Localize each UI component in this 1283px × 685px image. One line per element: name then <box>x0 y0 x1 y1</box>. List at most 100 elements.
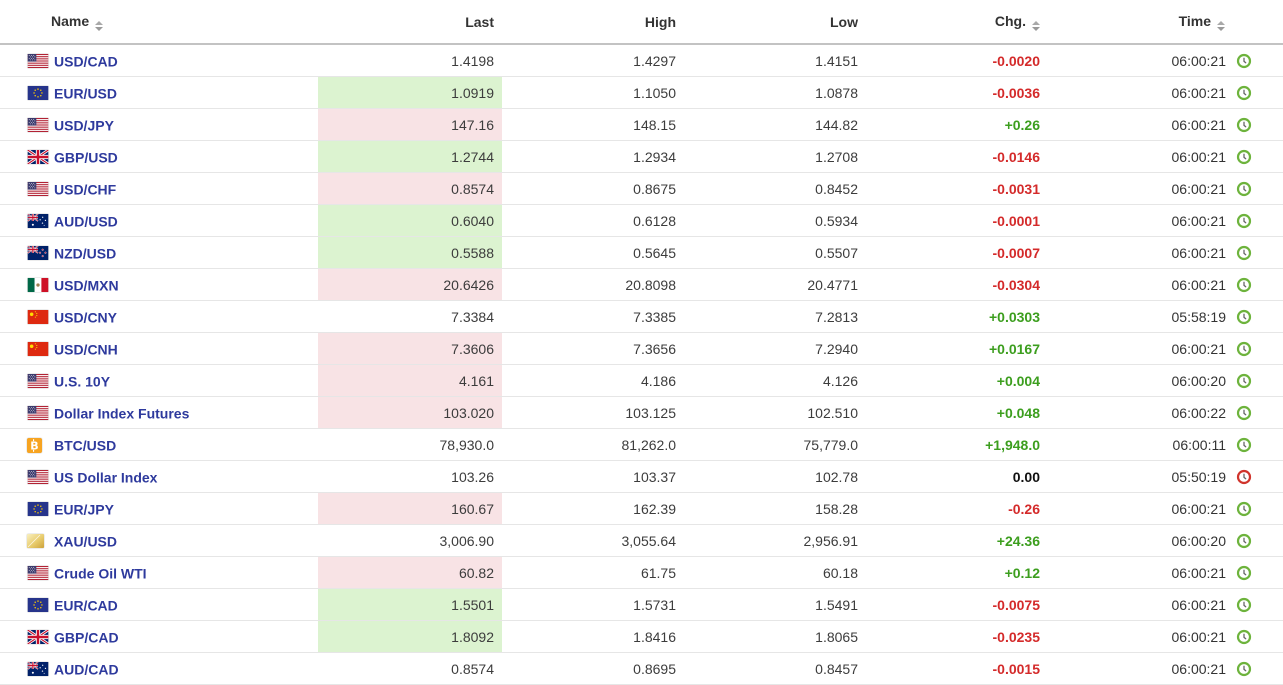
au-flag-icon <box>27 661 49 677</box>
high-price: 7.3385 <box>502 300 684 333</box>
low-price: 75,779.0 <box>684 428 866 461</box>
instrument-link[interactable]: US Dollar Index <box>54 469 158 486</box>
clock-icon <box>1236 149 1252 165</box>
time-value: 06:00:20 <box>1171 532 1227 549</box>
time-value: 06:00:21 <box>1171 628 1227 645</box>
high-price: 162.39 <box>502 492 684 525</box>
instrument-link[interactable]: EUR/JPY <box>54 501 114 518</box>
column-label: High <box>644 13 676 30</box>
sort-icon[interactable] <box>1032 20 1040 31</box>
instrument-link[interactable]: U.S. 10Y <box>54 373 111 390</box>
instrument-link[interactable]: XAU/USD <box>54 533 118 550</box>
low-price: 20.4771 <box>684 268 866 301</box>
column-header-last[interactable]: Last <box>318 0 502 45</box>
table-row: Crude Oil WTI 60.82 61.75 60.18 +0.12 06… <box>0 556 1283 589</box>
uk-flag-icon <box>26 628 50 646</box>
low-price: 1.4151 <box>684 44 866 77</box>
low-price: 1.0878 <box>684 76 866 109</box>
instrument-link[interactable]: USD/CNH <box>54 341 118 358</box>
mx-flag-icon <box>27 278 49 293</box>
eu-flag-icon <box>27 502 49 517</box>
instrument-link[interactable]: USD/JPY <box>54 117 114 134</box>
change-value: +0.12 <box>866 556 1048 589</box>
high-price: 0.5645 <box>502 236 684 269</box>
high-price: 1.5731 <box>502 588 684 621</box>
change-value: -0.0007 <box>866 236 1048 269</box>
low-price: 1.5491 <box>684 588 866 621</box>
instrument-link[interactable]: USD/CAD <box>54 53 118 70</box>
high-price: 0.8695 <box>502 652 684 685</box>
time-value: 06:00:21 <box>1171 660 1227 677</box>
instrument-link[interactable]: AUD/USD <box>54 213 118 230</box>
last-price: 1.8092 <box>318 620 502 653</box>
instrument-link[interactable]: EUR/CAD <box>54 597 118 614</box>
table-row: B BTC/USD 78,930.0 81,262.0 75,779.0 +1,9… <box>0 428 1283 461</box>
last-price: 60.82 <box>318 556 502 589</box>
clock-icon <box>1236 629 1252 645</box>
time-value: 06:00:21 <box>1171 52 1227 69</box>
uk-flag-icon <box>26 148 50 166</box>
column-label: Name <box>51 12 90 29</box>
table-row: EUR/USD 1.0919 1.1050 1.0878 -0.0036 06:… <box>0 76 1283 109</box>
time-value: 06:00:21 <box>1171 500 1227 517</box>
last-price: 103.020 <box>318 396 502 429</box>
us-flag-icon <box>27 118 49 133</box>
clock-icon <box>1236 405 1252 421</box>
clock-icon <box>1236 341 1252 357</box>
instrument-link[interactable]: USD/MXN <box>54 277 119 294</box>
change-value: -0.0235 <box>866 620 1048 653</box>
time-value: 05:50:19 <box>1171 468 1227 485</box>
last-price: 7.3384 <box>318 300 502 333</box>
high-price: 7.3656 <box>502 332 684 365</box>
low-price: 0.5507 <box>684 236 866 269</box>
us-flag-icon <box>27 374 49 389</box>
column-header-time[interactable]: Time <box>1048 0 1283 45</box>
column-header-chg[interactable]: Chg. <box>866 0 1048 45</box>
us-flag-icon <box>27 406 49 421</box>
sort-icon[interactable] <box>95 20 104 31</box>
instrument-link[interactable]: USD/CHF <box>54 181 117 198</box>
time-value: 06:00:21 <box>1171 564 1227 581</box>
time-value: 06:00:20 <box>1171 372 1227 389</box>
instrument-link[interactable]: GBP/USD <box>54 149 118 166</box>
table-row: US Dollar Index 103.26 103.37 102.78 0.0… <box>0 460 1283 493</box>
column-header-low[interactable]: Low <box>684 0 866 45</box>
table-row: USD/CNH 7.3606 7.3656 7.2940 +0.0167 06:… <box>0 332 1283 365</box>
time-value: 06:00:21 <box>1171 212 1227 229</box>
change-value: +0.0167 <box>866 332 1048 365</box>
column-header-name[interactable]: Name <box>0 0 318 45</box>
table-row: GBP/USD 1.2744 1.2934 1.2708 -0.0146 06:… <box>0 140 1283 173</box>
instrument-link[interactable]: BTC/USD <box>54 437 117 454</box>
table-row: AUD/CAD 0.8574 0.8695 0.8457 -0.0015 06:… <box>0 652 1283 685</box>
instrument-link[interactable]: NZD/USD <box>54 245 117 262</box>
change-value: -0.0020 <box>866 44 1048 77</box>
change-value: -0.0075 <box>866 588 1048 621</box>
last-price: 103.26 <box>318 460 502 493</box>
table-row: USD/CNY 7.3384 7.3385 7.2813 +0.0303 05:… <box>0 300 1283 333</box>
low-price: 102.510 <box>684 396 866 429</box>
last-price: 160.67 <box>318 492 502 525</box>
instrument-link[interactable]: USD/CNY <box>54 309 118 326</box>
table-row: NZD/USD 0.5588 0.5645 0.5507 -0.0007 06:… <box>0 236 1283 269</box>
column-header-high[interactable]: High <box>502 0 684 45</box>
instrument-link[interactable]: GBP/CAD <box>54 629 119 646</box>
clock-icon <box>1236 437 1252 453</box>
change-value: +24.36 <box>866 524 1048 557</box>
time-value: 06:00:21 <box>1171 596 1227 613</box>
instrument-link[interactable]: AUD/CAD <box>54 661 119 678</box>
cn-flag-icon <box>27 310 49 325</box>
table-header-row: Name Last High Low Chg. Time <box>0 0 1283 45</box>
low-price: 0.8457 <box>684 652 866 685</box>
instrument-link[interactable]: Dollar Index Futures <box>54 405 190 422</box>
last-price: 0.8574 <box>318 172 502 205</box>
change-value: -0.0304 <box>866 268 1048 301</box>
instrument-link[interactable]: EUR/USD <box>54 85 118 102</box>
instrument-link[interactable]: Crude Oil WTI <box>54 565 147 582</box>
clock-icon <box>1236 565 1252 581</box>
sort-icon[interactable] <box>1217 20 1225 31</box>
high-price: 0.8675 <box>502 172 684 205</box>
table-row: USD/CAD 1.4198 1.4297 1.4151 -0.0020 06:… <box>0 44 1283 77</box>
column-label: Chg. <box>994 12 1026 29</box>
change-value: -0.0001 <box>866 204 1048 237</box>
